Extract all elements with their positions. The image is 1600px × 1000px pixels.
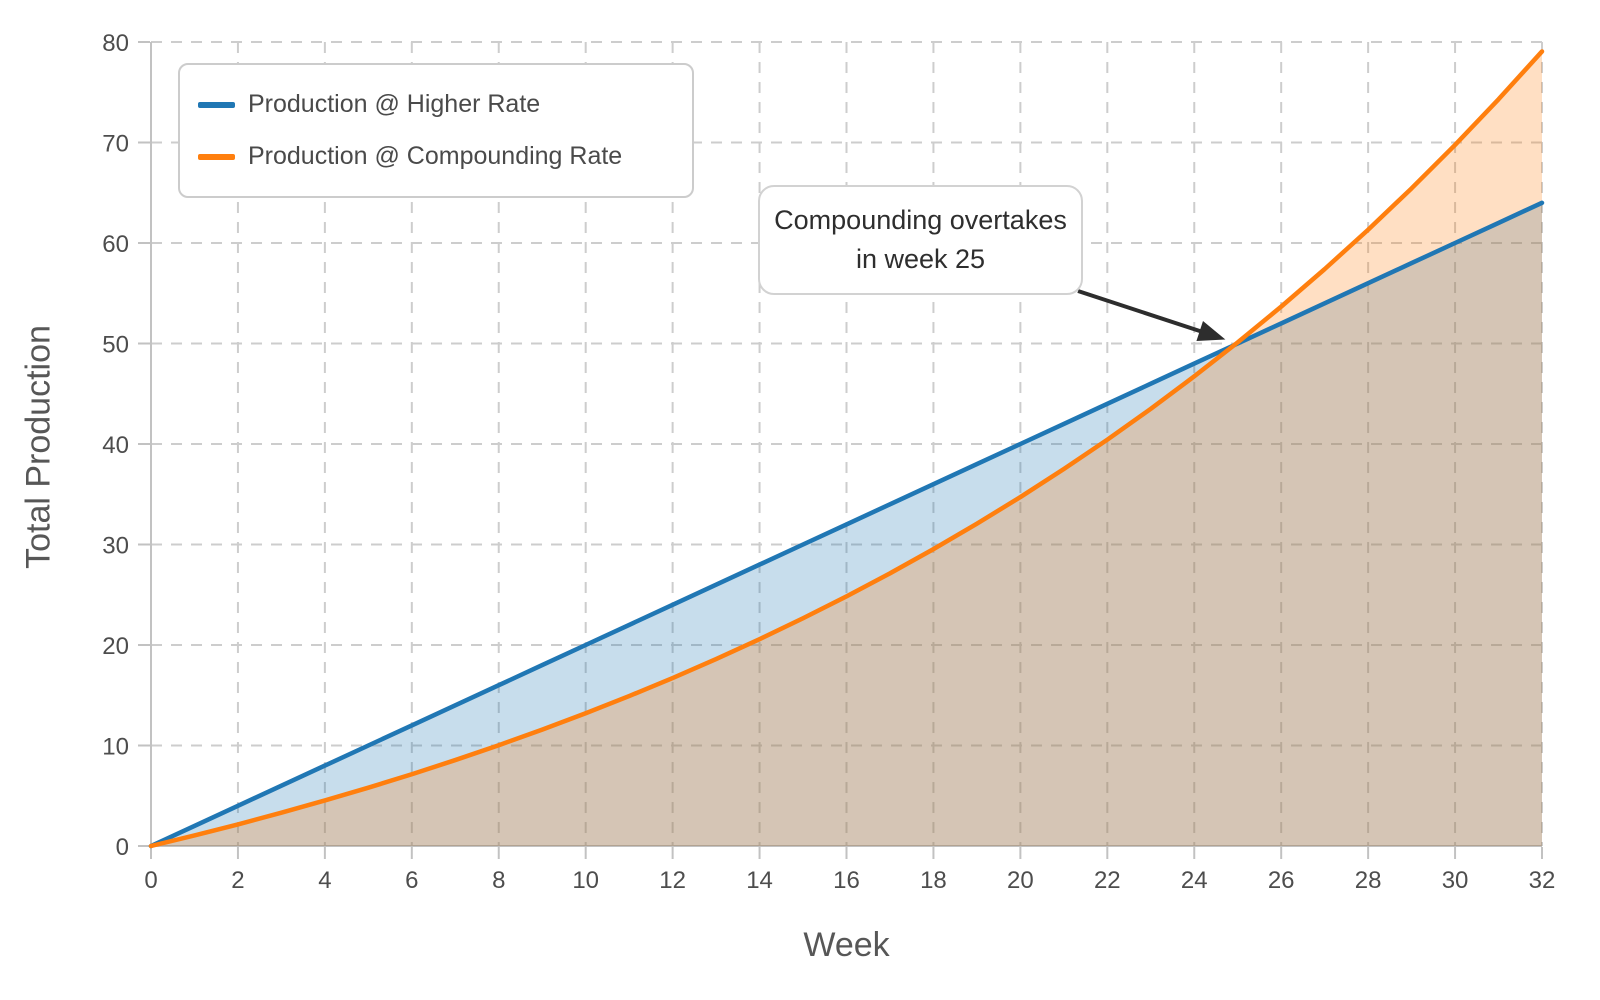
y-tick-label: 0 — [116, 834, 129, 861]
x-tick-label: 24 — [1181, 867, 1208, 894]
x-tick-label: 18 — [920, 867, 947, 894]
y-tick-label: 70 — [102, 131, 129, 158]
x-tick-label: 14 — [746, 867, 773, 894]
annotation-arrow-head — [1196, 321, 1226, 341]
legend: Production @ Higher Rate Production @ Co… — [178, 63, 694, 198]
y-tick-label: 50 — [102, 332, 129, 359]
x-axis-title: Week — [803, 926, 890, 964]
series-line-higher-rate — [148, 200, 1545, 849]
series-line-compounding-rate — [148, 49, 1545, 849]
legend-swatch-blue — [198, 101, 235, 108]
x-tick-label: 12 — [659, 867, 686, 894]
x-tick-label: 16 — [833, 867, 860, 894]
annotation-text-line2: in week 25 — [855, 244, 986, 274]
x-tick-label: 26 — [1268, 867, 1295, 894]
legend-label: Production @ Higher Rate — [248, 90, 541, 118]
x-tick-label: 30 — [1442, 867, 1469, 894]
x-tick-label: 4 — [318, 867, 331, 894]
y-axis-title: Total Production — [19, 325, 58, 569]
x-tick-label: 0 — [144, 867, 157, 894]
area-fill-compounding-rate — [151, 51, 1542, 846]
legend-label: Production @ Compounding Rate — [248, 142, 623, 170]
y-tick-label: 10 — [102, 734, 129, 761]
legend-swatch-orange — [198, 153, 235, 160]
x-tick-label: 10 — [572, 867, 599, 894]
y-tick-label: 60 — [102, 231, 129, 258]
x-tick-label: 6 — [405, 867, 418, 894]
x-tick-label: 22 — [1094, 867, 1121, 894]
x-tick-label: 20 — [1007, 867, 1034, 894]
y-tick-label: 20 — [102, 633, 129, 660]
x-tick-label: 8 — [492, 867, 505, 894]
annotation-callout: Compounding overtakes in week 25 — [758, 185, 1083, 295]
y-tick-label: 30 — [102, 533, 129, 560]
legend-item-higher-rate: Production @ Higher Rate — [198, 90, 692, 119]
x-tick-label: 32 — [1529, 867, 1556, 894]
legend-item-compounding-rate: Production @ Compounding Rate — [198, 142, 692, 171]
y-tick-label: 80 — [102, 30, 129, 57]
x-tick-label: 28 — [1355, 867, 1382, 894]
x-tick-label: 2 — [231, 867, 244, 894]
annotation-text-line1: Compounding overtakes — [774, 205, 1067, 235]
y-tick-label: 40 — [102, 432, 129, 459]
annotation-arrow-line — [1077, 289, 1205, 335]
